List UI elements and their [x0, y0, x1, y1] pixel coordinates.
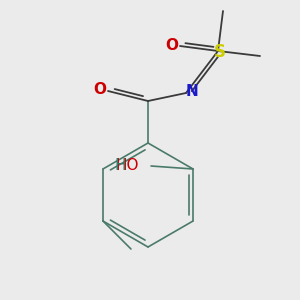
Text: S: S	[214, 43, 226, 61]
Text: O: O	[94, 82, 106, 98]
Text: H: H	[115, 158, 126, 172]
Text: O: O	[166, 38, 178, 52]
Text: N: N	[186, 83, 198, 98]
Text: HO: HO	[116, 158, 139, 172]
